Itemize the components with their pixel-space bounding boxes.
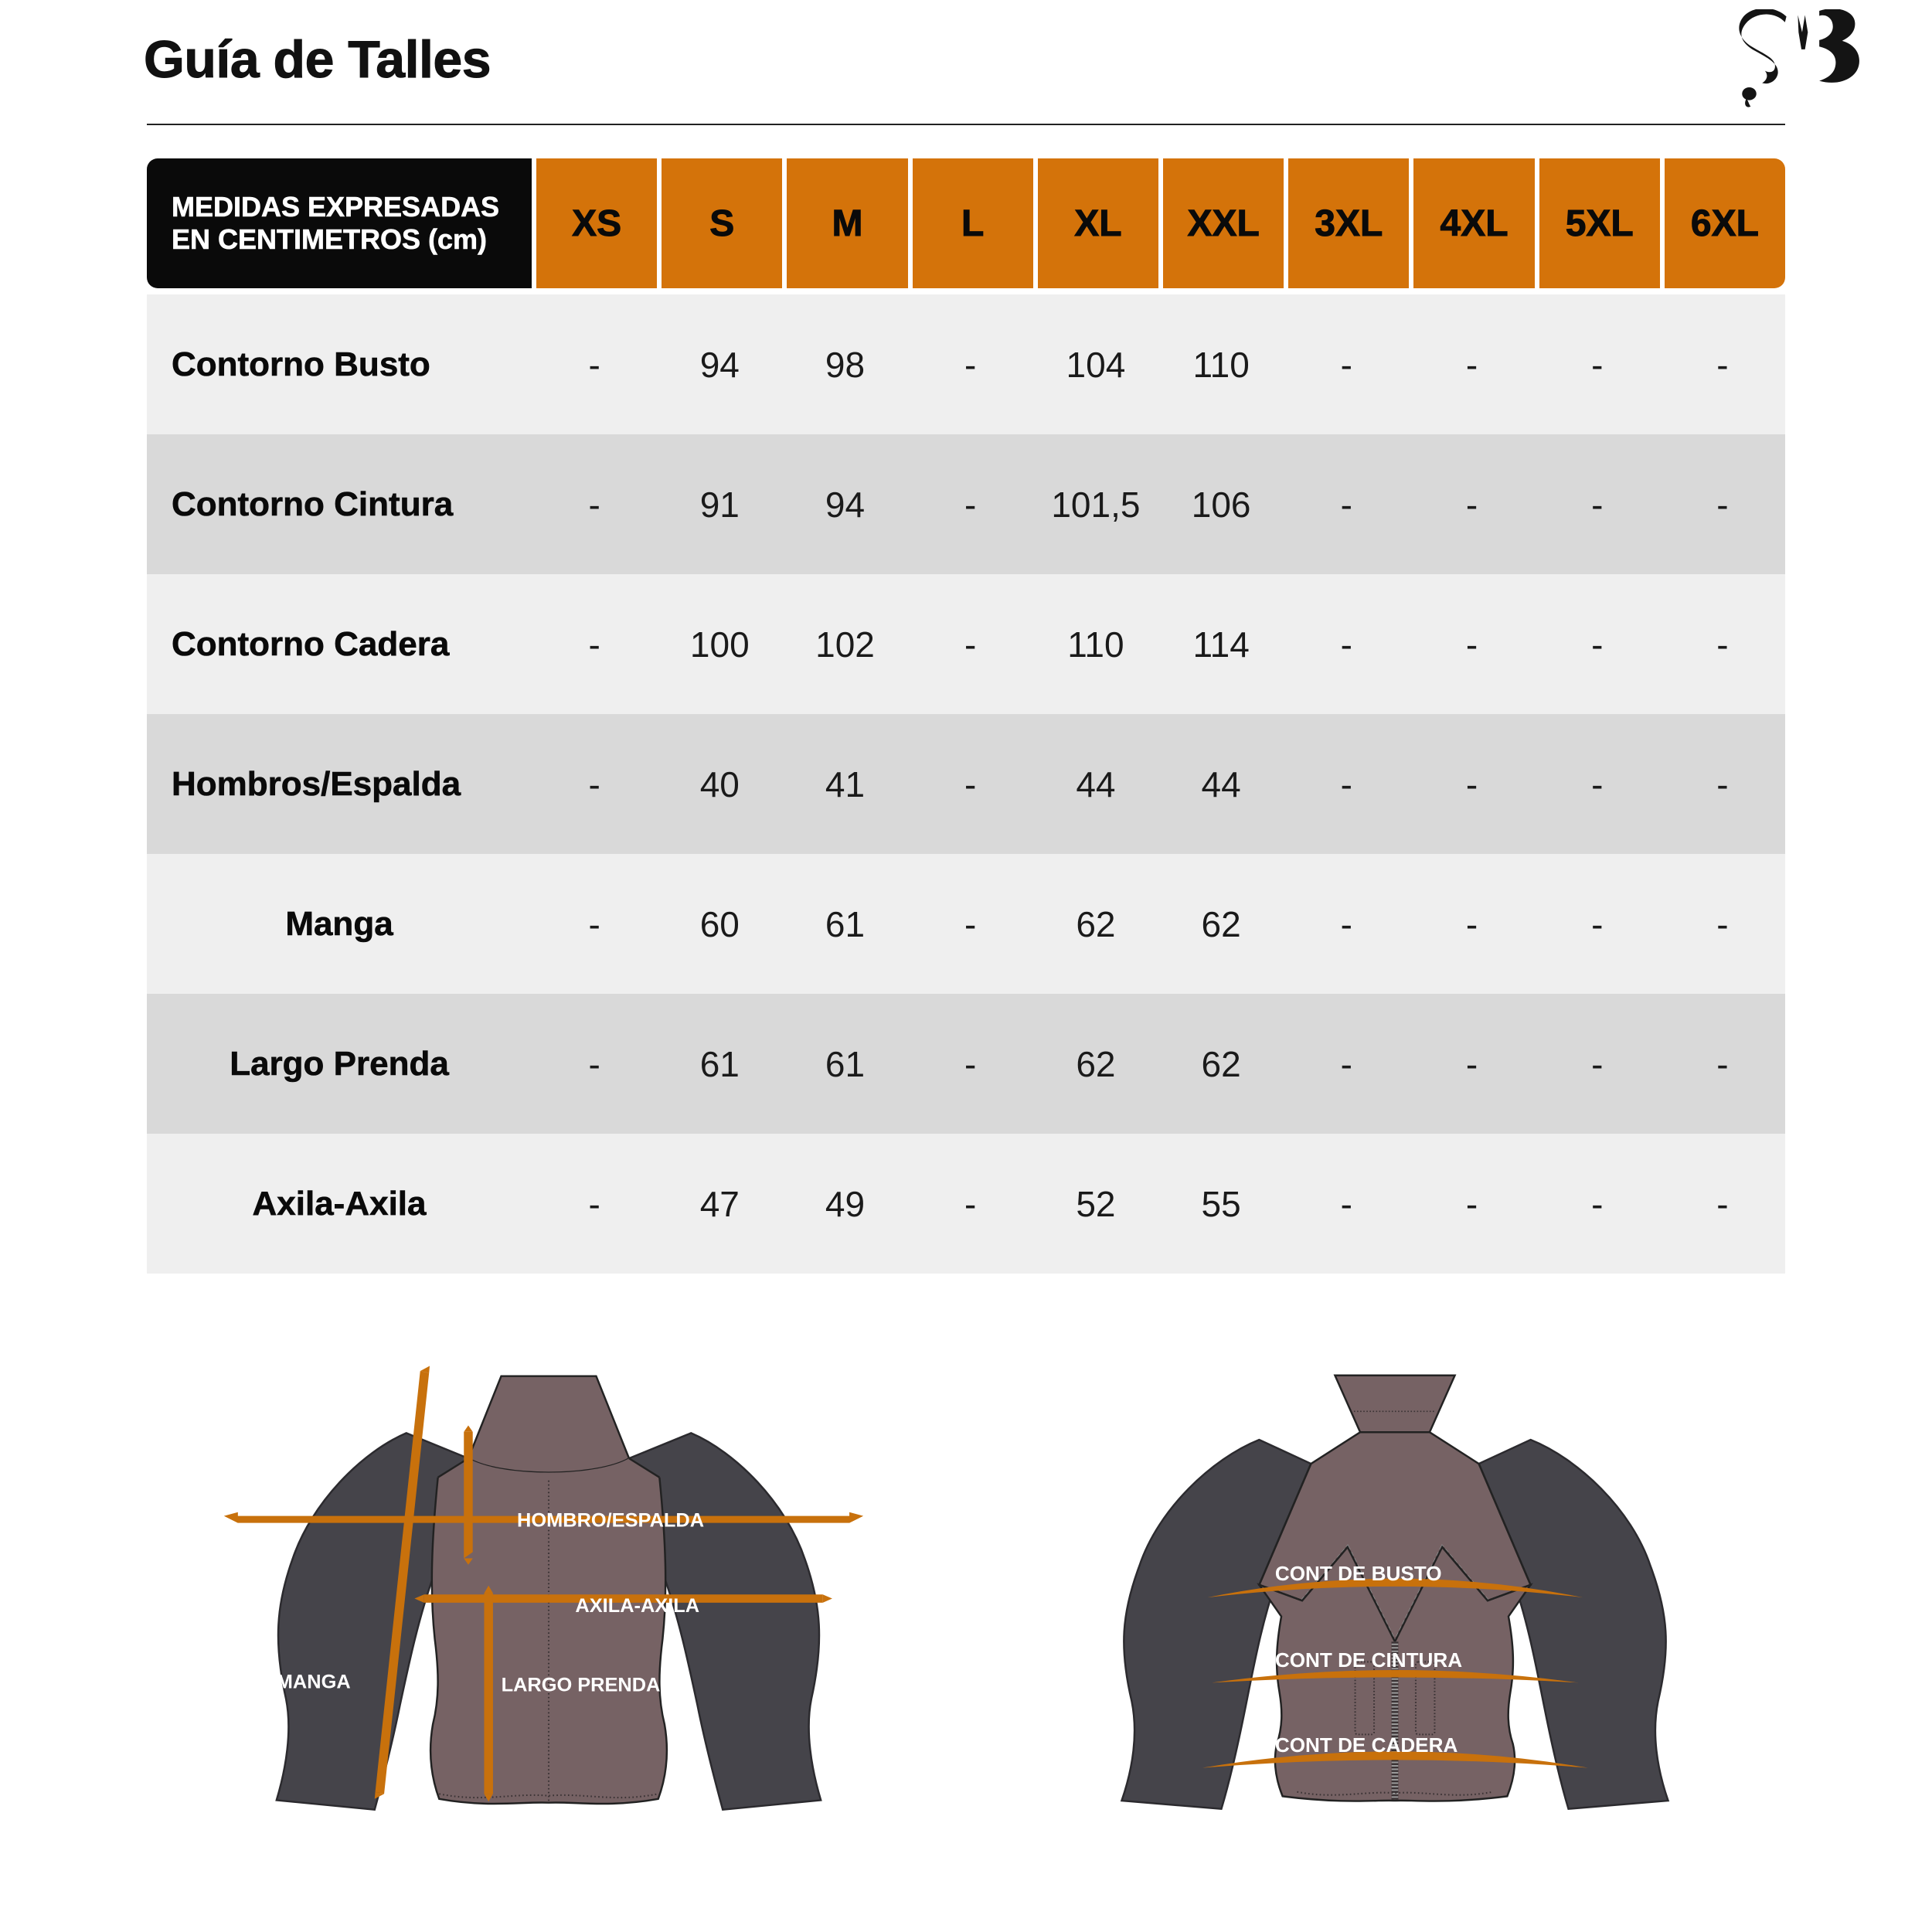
svg-text:AXILA-AXILA: AXILA-AXILA <box>575 1595 699 1617</box>
svg-text:MANGA: MANGA <box>277 1671 351 1692</box>
svg-text:CONT DE BUSTO: CONT DE BUSTO <box>1275 1562 1442 1585</box>
svg-text:HOMBRO/ESPALDA: HOMBRO/ESPALDA <box>517 1510 704 1532</box>
svg-text:LARGO PRENDA: LARGO PRENDA <box>502 1675 661 1696</box>
svg-text:CONT DE CADERA: CONT DE CADERA <box>1275 1733 1458 1757</box>
svg-text:CONT DE CINTURA: CONT DE CINTURA <box>1275 1648 1462 1672</box>
